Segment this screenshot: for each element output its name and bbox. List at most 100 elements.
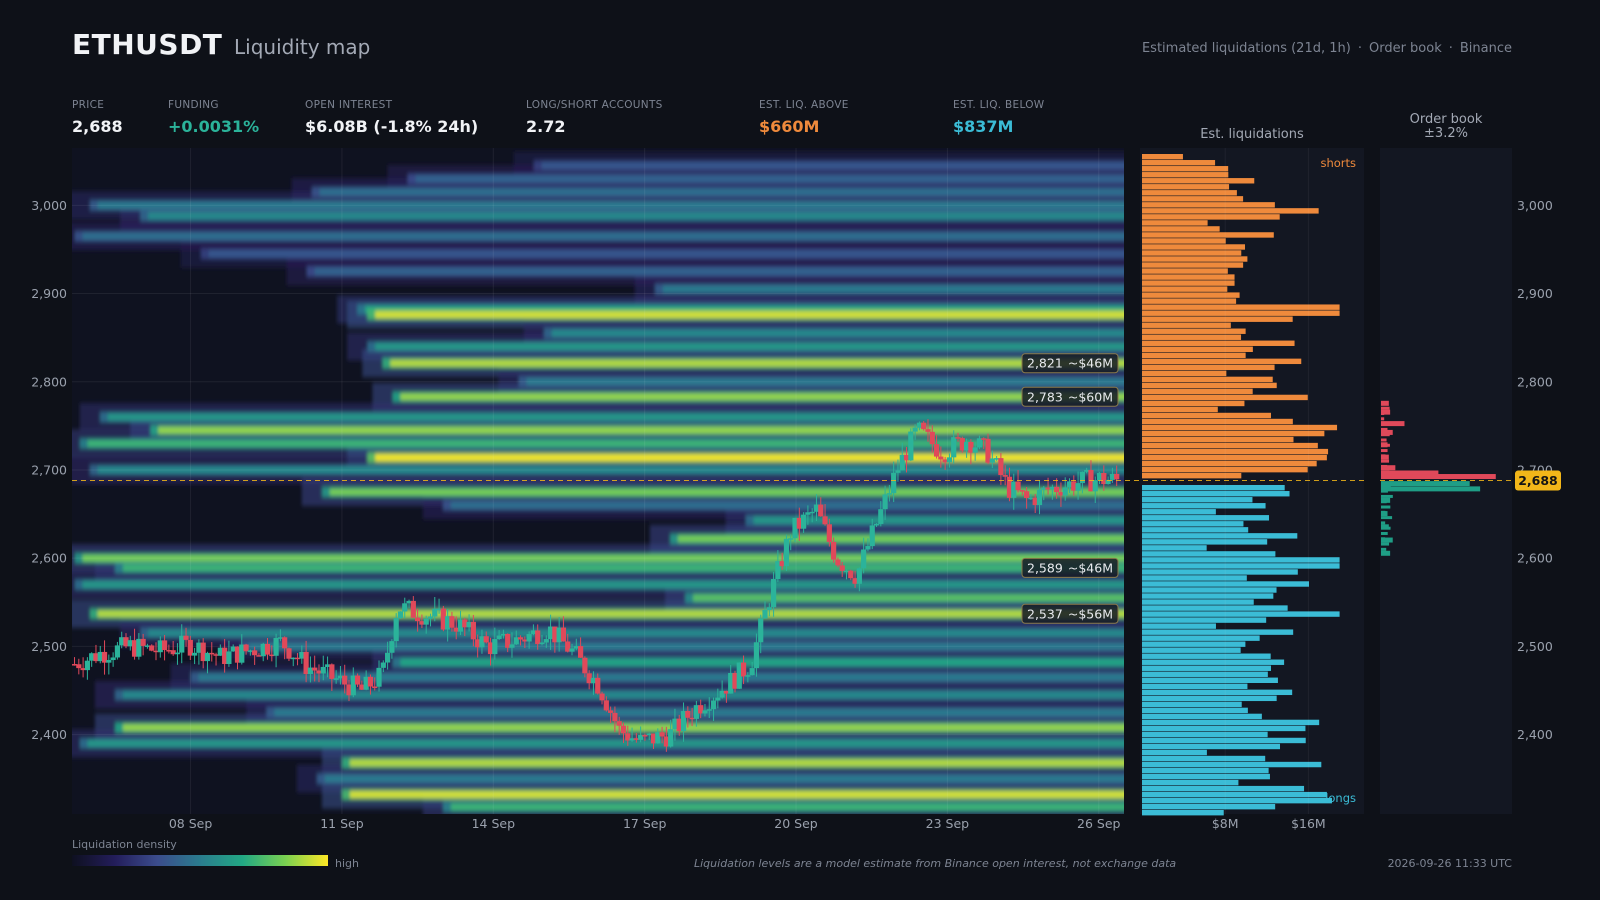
short-liq-bar [1142,172,1229,178]
short-liq-bar [1142,328,1246,334]
ask-depth-bar [1381,464,1388,468]
candle-body [183,635,189,640]
long-liq-bar [1142,677,1278,683]
candle-body [873,523,880,526]
candle-body [792,517,798,539]
candle-body [985,438,991,463]
candle-body [676,718,682,732]
page-subtitle: Liquidity map [234,35,371,59]
candle-body [702,710,708,714]
short-liq-bar [1142,232,1274,238]
bid-depth-bar [1381,500,1387,504]
stat-value: +0.0031% [168,117,260,136]
callout-box [1021,603,1119,624]
candle-body [1101,472,1107,485]
long-liq-bar [1142,797,1332,804]
bid-depth-bar [1381,481,1470,487]
ask-depth-bar [1381,406,1390,410]
candle-body [762,609,768,619]
heat-band-core [97,201,1124,209]
callout-amount: ~$46M [1068,356,1113,371]
long-liq-bar [1142,659,1285,665]
candle-body [140,638,146,646]
candle-body [577,646,584,658]
candle-body [462,619,468,628]
short-liq-bar [1142,226,1220,232]
long-liq-bar [1142,683,1248,690]
candle-body [608,710,614,713]
candle-body [217,647,223,656]
candle-body [303,651,309,675]
callout-price: 2,537 [1027,606,1063,621]
candle-body [715,697,721,701]
candle-body [1075,483,1081,491]
candle-body [530,630,537,635]
candle-body [170,650,176,655]
candle-body [389,641,395,653]
candle-body [385,652,391,663]
stat-est-liq-above: EST. LIQ. ABOVE $660M [759,99,849,136]
candle-body [972,447,978,453]
candle-body [393,618,399,642]
ask-depth-bar [1381,427,1388,431]
short-liq-bar [1142,322,1231,328]
candle-body [222,647,228,665]
bid-depth-bar [1381,537,1393,543]
candle-body [1041,487,1047,490]
candle-body [963,441,970,451]
short-liq-bar [1142,190,1237,196]
candle-body [432,608,438,617]
short-liq-bar [1142,448,1329,455]
short-liq-bar [1142,220,1208,226]
longs-label: longs [1325,791,1356,805]
candle-body [1036,489,1043,506]
heat-band-core [349,791,1124,799]
stat-label: EST. LIQ. ABOVE [759,99,849,111]
candle-body [174,652,181,655]
ask-depth-bar [1381,470,1390,474]
stat-value: $837M [953,117,1014,136]
long-liq-bar [1142,719,1320,726]
ask-depth-bar [1381,417,1385,421]
long-liq-bar [1142,527,1249,533]
candle-body [689,717,695,720]
short-liq-bar [1142,310,1340,316]
price-tick-left: 2,800 [31,374,67,389]
bid-depth-bar [1381,486,1481,492]
candle-body [286,648,292,659]
orderbook-range: ±3.2% [1424,126,1468,141]
heat-band-core [122,691,1124,699]
candle-body [127,640,133,647]
heat-band-core [148,212,1124,220]
long-liq-bar [1142,557,1340,563]
candle-body [144,645,151,647]
candle-body [813,504,820,512]
long-liq-bar [1142,671,1268,677]
candle-body [801,514,807,529]
short-liq-bar [1142,364,1275,371]
short-liq-bar [1142,406,1218,413]
candle-body [620,725,627,734]
candle-body [114,645,121,658]
candle-body [247,650,253,652]
short-liq-bar [1142,268,1228,274]
candle-body [123,637,129,647]
candle-body [76,664,82,669]
short-liq-bar [1142,394,1308,401]
candle-body [333,678,339,680]
callout-amount: ~$56M [1068,606,1113,621]
candle-body [282,637,288,649]
candle-body [770,579,777,608]
candle-body [603,700,609,711]
price-tick-left: 2,500 [31,639,67,654]
candle-body [101,651,108,663]
candle-body [376,667,382,687]
candle-body [663,736,669,747]
candle-body [955,437,961,439]
stat-open-interest: OPEN INTEREST $6.08B (-1.8% 24h) [305,99,478,136]
short-liq-bar [1142,358,1302,365]
candle-body [912,427,918,432]
candle-body [612,712,618,722]
candle-body [659,732,665,737]
